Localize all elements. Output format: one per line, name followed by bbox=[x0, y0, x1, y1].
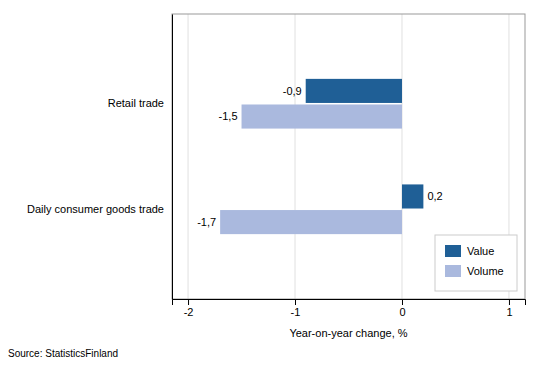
y-tick-label: Daily consumer goods trade bbox=[27, 203, 164, 215]
x-tick-label: 1 bbox=[506, 306, 512, 318]
grid-line bbox=[401, 14, 402, 299]
bars bbox=[220, 79, 423, 234]
x-tick-label: -1 bbox=[291, 306, 301, 318]
grid-line bbox=[295, 14, 296, 299]
x-tick: 0 bbox=[399, 299, 405, 318]
data-label: 0,2 bbox=[427, 190, 442, 202]
x-tick-label: 0 bbox=[399, 306, 405, 318]
legend-box bbox=[435, 235, 517, 291]
bar bbox=[306, 79, 402, 103]
y-tick: Retail trade bbox=[108, 97, 164, 109]
bar bbox=[402, 184, 423, 208]
legend-swatch bbox=[445, 265, 461, 277]
x-tick-mark bbox=[509, 299, 510, 305]
x-axis: -2 -1 0 1 bbox=[173, 299, 526, 318]
legend: Value Volume bbox=[435, 235, 517, 291]
grid bbox=[188, 14, 509, 299]
x-axis-line bbox=[173, 300, 526, 306]
data-label: -1,7 bbox=[197, 216, 216, 228]
bar bbox=[242, 104, 402, 128]
plot-frame bbox=[172, 14, 525, 299]
x-tick: 1 bbox=[506, 299, 512, 318]
legend-label: Value bbox=[467, 245, 494, 257]
legend-item: Volume bbox=[445, 265, 504, 277]
x-tick-mark bbox=[188, 299, 189, 305]
grid-line bbox=[188, 14, 189, 299]
chart: -2 -1 0 1 Retail trade Daily consumer goods t… bbox=[0, 0, 541, 365]
bar bbox=[220, 210, 402, 234]
x-tick-label: -2 bbox=[184, 306, 194, 318]
data-label: -0,9 bbox=[283, 85, 302, 97]
x-tick-mark bbox=[295, 299, 296, 305]
data-label: -1,5 bbox=[219, 110, 238, 122]
data-labels: 0,2 -0,9 -1,7 -1,5 bbox=[197, 85, 443, 228]
x-tick: -1 bbox=[291, 299, 301, 318]
plot: -2 -1 0 1 Retail trade Daily consumer goods t… bbox=[27, 14, 525, 318]
y-axis-line bbox=[172, 15, 173, 300]
legend-label: Volume bbox=[467, 265, 504, 277]
legend-item: Value bbox=[445, 245, 494, 257]
y-tick: Daily consumer goods trade bbox=[27, 203, 164, 215]
source: Source: StatisticsFinland bbox=[8, 348, 118, 359]
x-tick-mark bbox=[402, 299, 403, 305]
y-tick-label: Retail trade bbox=[108, 97, 164, 109]
y-axis: Retail trade Daily consumer goods trade bbox=[27, 15, 172, 300]
x-tick: -2 bbox=[184, 299, 194, 318]
x-axis-title: Year-on-year change, % bbox=[289, 327, 407, 339]
legend-swatch bbox=[445, 245, 461, 257]
